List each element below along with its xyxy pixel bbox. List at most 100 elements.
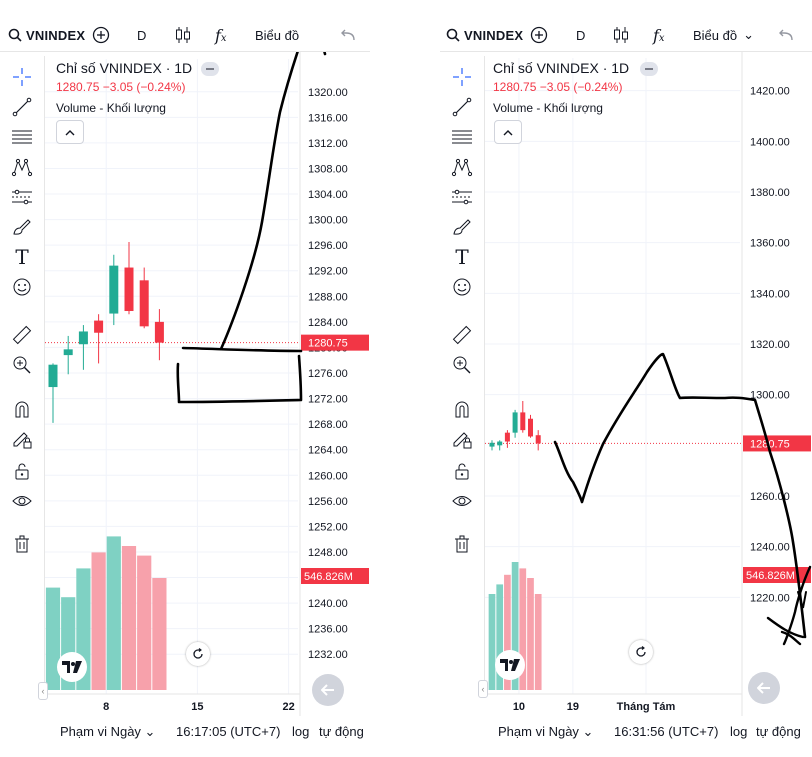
magnet-tool[interactable] <box>448 396 476 422</box>
fib-tool[interactable] <box>8 124 36 150</box>
visibility-tool[interactable] <box>8 488 36 514</box>
volume-bar <box>519 568 527 690</box>
date-range-button[interactable]: Phạm vi Ngày ⌄ <box>60 724 155 740</box>
lock-tool[interactable] <box>8 458 36 484</box>
pattern-tool[interactable] <box>448 154 476 180</box>
lock-drawings-tool[interactable] <box>8 426 36 452</box>
zoom-tool[interactable] <box>8 352 36 378</box>
measure-tool[interactable] <box>8 322 36 348</box>
text-tool[interactable]: T <box>8 244 36 270</box>
scroll-to-realtime-button[interactable] <box>748 672 780 704</box>
remove-series-button[interactable] <box>640 62 658 76</box>
clock-label[interactable]: 16:17:05 (UTC+7) <box>176 724 281 739</box>
chevron-down-icon: ⌄ <box>144 724 156 739</box>
x-tick-label: 19 <box>567 701 579 713</box>
delete-tool[interactable] <box>448 531 476 557</box>
tradingview-logo <box>495 650 525 680</box>
indicators-button[interactable]: fx <box>215 18 227 52</box>
log-scale-toggle[interactable]: log <box>292 724 310 739</box>
drawing-toolbar: T <box>0 56 45 696</box>
scroll-to-realtime-button[interactable] <box>312 674 344 706</box>
crosshair-tool[interactable] <box>448 64 476 90</box>
fib-tool[interactable] <box>448 124 476 150</box>
delete-tool[interactable] <box>8 531 36 557</box>
zoom-tool[interactable] <box>448 352 476 378</box>
toolbar-expand-tab[interactable]: ‹ <box>38 682 48 700</box>
reset-chart-button[interactable] <box>629 640 653 664</box>
forecast-tool[interactable] <box>8 184 36 210</box>
pattern-tool[interactable] <box>8 154 36 180</box>
date-range-button[interactable]: Phạm vi Ngày ⌄ <box>498 724 593 740</box>
chart-canvas[interactable]: 1320.00 1316.00 1312.00 1308.00 1304.00 1300.… <box>45 52 370 716</box>
search-icon <box>446 28 460 42</box>
compare-button[interactable] <box>530 18 548 52</box>
lock-tool[interactable] <box>448 458 476 484</box>
brush-tool[interactable] <box>448 214 476 240</box>
price-badge <box>743 435 811 452</box>
measure-tool[interactable] <box>448 322 476 348</box>
auto-scale-toggle[interactable]: tự động <box>756 724 801 739</box>
y-tick-label: 1252.00 <box>308 521 348 533</box>
candle-body <box>512 412 518 433</box>
candle-body <box>504 432 510 442</box>
date-range-label: Phạm vi Ngày <box>498 724 579 739</box>
reset-chart-button[interactable] <box>186 642 210 666</box>
undo-button[interactable] <box>340 18 356 52</box>
auto-scale-toggle[interactable]: tự động <box>319 724 364 739</box>
chevron-up-icon <box>503 130 513 136</box>
brush-icon <box>453 219 471 235</box>
trend-line-tool[interactable] <box>8 94 36 120</box>
function-icon: fx <box>215 25 227 45</box>
annotation-arrow-stroke <box>782 565 812 646</box>
annotation-box-top <box>181 346 303 353</box>
lock-drawings-tool[interactable] <box>448 426 476 452</box>
y-tick-label: 1300.00 <box>750 390 790 402</box>
y-tick-label: 1296.00 <box>308 240 348 252</box>
chart-canvas[interactable]: 1420.00 1400.00 1380.00 1360.00 1340.00 1320.… <box>485 52 812 716</box>
chart-menu-button[interactable]: Biểu đồ ⌄ <box>693 18 754 52</box>
emoji-tool[interactable] <box>8 274 36 300</box>
forecast-tool[interactable] <box>448 184 476 210</box>
top-toolbar: VNINDEX D fx Biểu đồ ⌄ <box>440 18 812 52</box>
ruler-icon <box>452 325 472 345</box>
clock-label[interactable]: 16:31:56 (UTC+7) <box>614 724 719 739</box>
crosshair-tool[interactable] <box>8 64 36 90</box>
reset-icon <box>636 646 646 657</box>
tradingview-logo <box>57 652 87 682</box>
symbol-label: VNINDEX <box>26 27 86 43</box>
symbol-search-button[interactable]: VNINDEX <box>446 18 523 52</box>
undo-button[interactable] <box>778 18 794 52</box>
emoji-tool[interactable] <box>448 274 476 300</box>
remove-series-button[interactable] <box>201 62 219 76</box>
annotation-arrowhead-small <box>797 591 807 609</box>
trend-line-tool[interactable] <box>448 94 476 120</box>
candles-type-button[interactable] <box>175 18 191 52</box>
collapse-legend-button[interactable] <box>56 120 84 144</box>
candles-type-button[interactable] <box>613 18 629 52</box>
volume-badge-label: 546.826M <box>746 570 795 582</box>
symbol-search-button[interactable]: VNINDEX <box>8 18 85 52</box>
annotation-trend-stroke <box>219 52 299 351</box>
compare-button[interactable] <box>92 18 110 52</box>
chart-menu-button[interactable]: Biểu đồ <box>255 18 299 52</box>
text-tool[interactable]: T <box>448 244 476 270</box>
interval-button[interactable]: D <box>576 27 586 43</box>
pencil-lock-icon <box>13 432 32 449</box>
collapse-legend-button[interactable] <box>494 120 522 144</box>
log-scale-toggle[interactable]: log <box>730 724 748 739</box>
magnet-tool[interactable] <box>8 396 36 422</box>
interval-button[interactable]: D <box>137 27 147 43</box>
y-tick-label: 1312.00 <box>308 138 348 150</box>
indicators-button[interactable]: fx <box>653 18 665 52</box>
smile-icon <box>13 278 31 296</box>
brush-tool[interactable] <box>8 214 36 240</box>
arrow-left-icon <box>321 684 334 696</box>
search-icon <box>8 28 22 42</box>
legend-volume: Volume - Khối lượng <box>493 101 603 115</box>
visibility-tool[interactable] <box>448 488 476 514</box>
drawing-toolbar: T <box>440 56 485 696</box>
toolbar-expand-tab[interactable]: ‹ <box>478 680 488 698</box>
chart-menu-label: Biểu đồ <box>693 27 738 43</box>
x-tick-label: 8 <box>103 701 109 713</box>
volume-badge-label: 546.826M <box>304 571 353 583</box>
